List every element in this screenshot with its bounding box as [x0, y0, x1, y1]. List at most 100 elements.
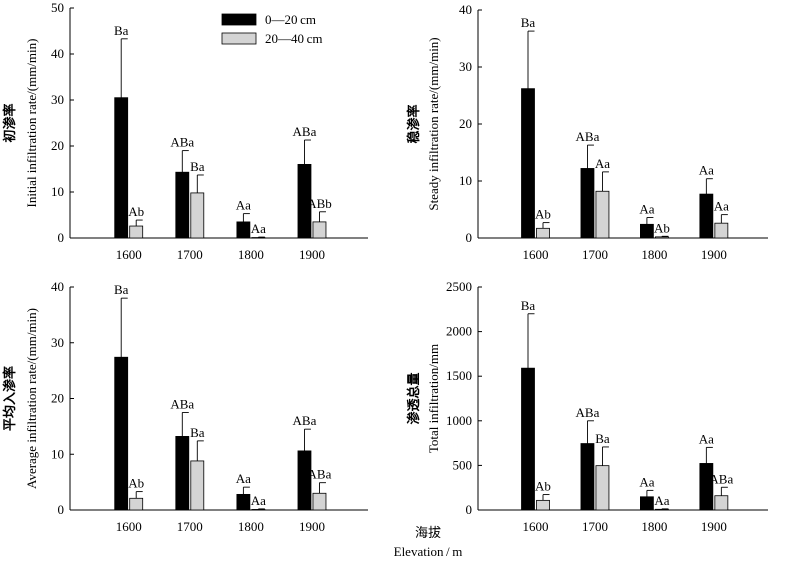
y-tick-label: 40 — [51, 279, 64, 294]
significance-label: ABa — [170, 396, 194, 411]
x-tick-label: 1700 — [582, 519, 608, 534]
significance-label: ABa — [576, 129, 600, 144]
significance-label: ABa — [170, 135, 194, 150]
y-tick-label: 1500 — [446, 368, 472, 383]
bar-s1-1800 — [236, 493, 251, 511]
significance-label: Aa — [639, 201, 654, 216]
x-tick-label: 1800 — [238, 519, 264, 534]
bar-s1-1600 — [521, 367, 535, 511]
bar-s2-1800 — [655, 236, 669, 239]
significance-label: Ba — [190, 159, 205, 174]
x-axis-label-en: Elevation / m — [394, 544, 463, 559]
legend: 0—20 cm 20—40 cm — [221, 12, 322, 46]
significance-label: Ba — [521, 298, 536, 313]
significance-label: ABb — [307, 196, 332, 211]
chart-panel-3: 0 10 20 30 40 Average infiltration rate/(mm/m… — [2, 279, 368, 534]
legend-swatch-2 — [221, 32, 257, 45]
y-tick-label: 30 — [51, 335, 64, 350]
bar-s2-1900 — [714, 222, 729, 239]
significance-label: Aa — [595, 156, 610, 171]
bar-s1-1700 — [175, 171, 190, 239]
y-tick-label: 0 — [466, 230, 473, 245]
bar-s2-1700 — [190, 192, 205, 239]
y-tick-label: 20 — [459, 116, 472, 131]
legend-label-2: 20—40 cm — [265, 31, 322, 46]
significance-label: ABa — [709, 471, 733, 486]
bar-s2-1900 — [312, 221, 327, 239]
bar-s1-1800 — [236, 221, 251, 239]
y-tick-label: 0 — [466, 502, 473, 517]
y-tick-label: 40 — [459, 2, 472, 17]
y-tick-label: 0 — [58, 230, 65, 245]
significance-label: ABa — [576, 405, 600, 420]
significance-label: Aa — [699, 431, 714, 446]
significance-label: Ab — [535, 207, 551, 222]
significance-label: Aa — [714, 199, 729, 214]
significance-label: Aa — [639, 474, 654, 489]
x-tick-label: 1600 — [116, 519, 142, 534]
x-tick-label: 1900 — [701, 247, 727, 262]
bar-s1-1600 — [114, 356, 129, 511]
y-tick-label: 2000 — [446, 324, 472, 339]
bar-s1-1800 — [640, 223, 654, 239]
significance-label: Ba — [114, 23, 129, 38]
bar-s1-1800 — [640, 496, 654, 511]
y-axis-label-en: Average infiltration rate/(mm/min) — [24, 308, 39, 489]
y-axis-label-cn: 渗透总量 — [406, 372, 421, 424]
significance-label: ABa — [308, 467, 332, 482]
x-tick-label: 1900 — [299, 247, 325, 262]
x-tick-label: 1700 — [582, 247, 608, 262]
bar-s2-1700 — [595, 190, 610, 239]
significance-label: Ba — [190, 425, 205, 440]
bar-s2-1900 — [312, 492, 327, 511]
x-tick-label: 1800 — [238, 247, 264, 262]
chart-panels: 0 10 20 30 40 50 Initial infiltration rate/(mm… — [2, 0, 768, 534]
x-tick-label: 1700 — [177, 519, 203, 534]
bar-s2-1800 — [251, 509, 266, 511]
y-tick-label: 1000 — [446, 413, 472, 428]
y-tick-label: 40 — [51, 46, 64, 61]
chart-panel-1: 0 10 20 30 40 50 Initial infiltration rate/(mm… — [2, 0, 368, 262]
bar-s1-1900 — [699, 193, 714, 239]
legend-swatch-1 — [221, 13, 257, 26]
bar-s1-1600 — [521, 88, 535, 239]
significance-label: ABa — [293, 413, 317, 428]
x-tick-label: 1800 — [641, 247, 667, 262]
y-tick-label: 0 — [58, 502, 65, 517]
significance-label: Ba — [114, 282, 129, 297]
x-tick-label: 1900 — [299, 519, 325, 534]
bar-s2-1600 — [129, 225, 144, 239]
x-axis-label-cn: 海拔 — [415, 525, 441, 540]
bar-s2-1600 — [536, 499, 550, 511]
y-tick-label: 2500 — [446, 279, 472, 294]
chart-panel-4: 0 500 1000 1500 2000 2500 Total infiltration/m… — [406, 279, 768, 534]
significance-label: Ab — [535, 479, 551, 494]
y-tick-label: 20 — [51, 391, 64, 406]
significance-label: Ab — [128, 204, 144, 219]
bar-s1-1700 — [580, 168, 595, 239]
bar-s2-1600 — [129, 497, 144, 511]
y-tick-label: 30 — [51, 92, 64, 107]
bar-s2-1800 — [251, 237, 266, 239]
significance-label: Aa — [251, 493, 266, 508]
y-axis-label-en: Total infiltration/mm — [426, 344, 441, 453]
y-axis-label-cn: 初渗率 — [2, 103, 17, 142]
bar-s2-1900 — [714, 495, 729, 511]
significance-label: Ab — [654, 220, 670, 235]
y-axis-label-en: Steady infiltration rate/(mm/min) — [426, 37, 441, 210]
significance-label: Aa — [699, 163, 714, 178]
bar-s2-1600 — [536, 227, 550, 239]
y-axis-label-en: Initial infiltration rate/(mm/min) — [24, 39, 39, 208]
y-tick-label: 10 — [459, 173, 472, 188]
y-axis-label-cn: 平均入渗率 — [2, 366, 17, 431]
significance-label: Ab — [128, 476, 144, 491]
bar-s2-1700 — [190, 460, 205, 511]
significance-label: Ba — [595, 431, 610, 446]
bar-s2-1700 — [595, 465, 610, 511]
bar-s1-1600 — [114, 97, 129, 239]
significance-label: Ba — [521, 15, 536, 30]
significance-label: Aa — [236, 198, 251, 213]
bar-s2-1800 — [655, 508, 669, 511]
y-tick-label: 10 — [51, 184, 64, 199]
